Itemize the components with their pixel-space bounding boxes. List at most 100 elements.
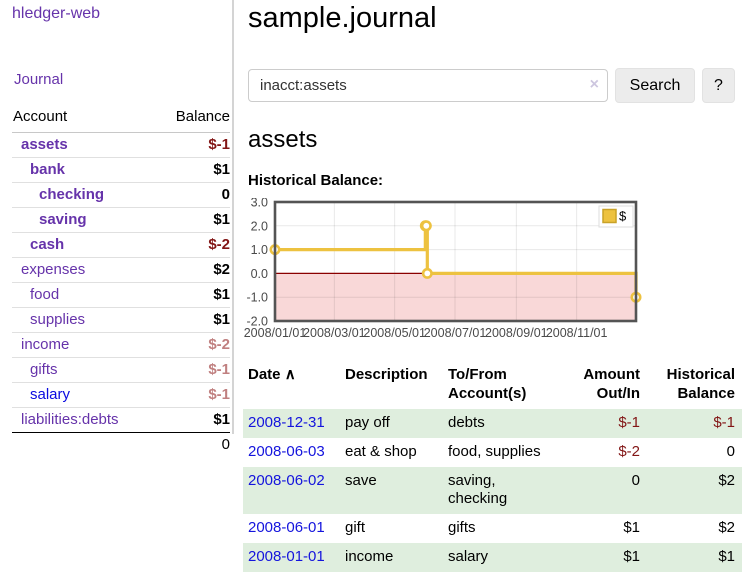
- txn-accounts: saving, checking: [448, 472, 508, 507]
- account-row-cash: cash $-2: [12, 232, 230, 258]
- page-title: sample.journal: [248, 2, 437, 34]
- balance-liabilities-debts: $1: [155, 407, 230, 433]
- accounts-total-value: 0: [221, 436, 230, 453]
- transaction-row: 2008-06-01 gift gifts $1 $2: [243, 514, 742, 543]
- accounts-total-row: 0: [12, 433, 230, 458]
- accounts-table: Account Balance assets $-1 bank $1 check…: [12, 102, 230, 457]
- txn-balance: $1: [718, 548, 735, 565]
- balance-gifts: $-1: [155, 357, 230, 383]
- account-link-gifts[interactable]: gifts: [30, 361, 58, 378]
- svg-text:1.0: 1.0: [251, 243, 268, 257]
- txn-description: eat & shop: [345, 443, 417, 460]
- accounts-header-balance: Balance: [155, 102, 230, 133]
- balance-salary: $-1: [155, 382, 230, 408]
- register-header-date[interactable]: Date ∧: [243, 361, 340, 409]
- date-header-label: Date: [248, 366, 281, 383]
- txn-description: income: [345, 548, 394, 565]
- sidebar-divider: [232, 0, 234, 434]
- help-button[interactable]: ?: [702, 68, 735, 103]
- txn-description: save: [345, 472, 377, 489]
- svg-text:2008/05/01: 2008/05/01: [363, 326, 426, 340]
- search-input[interactable]: [248, 69, 608, 102]
- txn-date-link[interactable]: 2008-12-31: [248, 414, 325, 431]
- search-button[interactable]: Search: [615, 68, 695, 103]
- account-link-food[interactable]: food: [30, 286, 60, 303]
- txn-date-link[interactable]: 2008-06-03: [248, 443, 325, 460]
- register-table: Date ∧ Description To/From Account(s) Am…: [243, 361, 742, 572]
- chart-heading: Historical Balance:: [248, 172, 384, 189]
- account-link-saving[interactable]: saving: [39, 211, 87, 228]
- svg-text:2008/07/01: 2008/07/01: [424, 326, 487, 340]
- txn-amount: 0: [631, 472, 640, 489]
- register-header-tofrom: To/From Account(s): [448, 366, 527, 402]
- account-row-expenses: expenses $2: [12, 257, 230, 283]
- clear-search-icon[interactable]: ×: [589, 76, 599, 93]
- txn-balance: $-1: [713, 414, 735, 431]
- balance-expenses: $2: [155, 257, 230, 283]
- txn-balance: 0: [726, 443, 735, 460]
- account-link-supplies[interactable]: supplies: [30, 311, 86, 328]
- balance-cash: $-2: [155, 232, 230, 258]
- svg-text:-2.0: -2.0: [246, 315, 268, 329]
- transaction-row: 2008-06-02 save saving, checking 0 $2: [243, 467, 742, 514]
- transaction-row: 2008-12-31 pay off debts $-1 $-1: [243, 409, 742, 438]
- balance-checking: 0: [155, 182, 230, 208]
- account-link-liabilities-debts[interactable]: liabilities:debts: [21, 411, 119, 428]
- account-link-income[interactable]: income: [21, 336, 70, 353]
- account-row-income: income $-2: [12, 332, 230, 358]
- txn-date-link[interactable]: 2008-06-01: [248, 519, 325, 536]
- txn-description: gift: [345, 519, 366, 536]
- account-row-saving: saving $1: [12, 207, 230, 233]
- sidebar-item-journal[interactable]: Journal: [14, 71, 64, 88]
- register-header-row: Date ∧ Description To/From Account(s) Am…: [243, 361, 742, 409]
- account-link-assets[interactable]: assets: [21, 136, 68, 153]
- account-link-checking[interactable]: checking: [39, 186, 105, 203]
- transaction-row: 2008-06-03 eat & shop food, supplies $-2…: [243, 438, 742, 467]
- txn-description: pay off: [345, 414, 390, 431]
- account-link-bank[interactable]: bank: [30, 161, 66, 178]
- svg-text:$: $: [619, 209, 627, 224]
- svg-text:2008/11/01: 2008/11/01: [546, 326, 608, 340]
- txn-balance: $2: [718, 519, 735, 536]
- txn-amount: $-2: [618, 443, 640, 460]
- svg-text:0.0: 0.0: [251, 267, 268, 281]
- historical-balance-chart: 3.0 2.0 1.0 0.0 -1.0 -2.02008/01/012008/03/01…: [244, 198, 642, 340]
- account-row-liabilities-debts: liabilities:debts $1: [12, 407, 230, 433]
- txn-amount: $-1: [618, 414, 640, 431]
- register-header-balance: Historical Balance: [666, 366, 735, 402]
- search-bar: × Search ?: [248, 68, 742, 103]
- balance-bank: $1: [155, 157, 230, 183]
- txn-amount: $1: [623, 548, 640, 565]
- brand-link[interactable]: hledger-web: [12, 5, 101, 22]
- account-row-assets: assets $-1: [12, 132, 230, 158]
- txn-accounts: gifts: [448, 519, 476, 536]
- account-link-salary[interactable]: salary: [30, 386, 71, 403]
- svg-text:2008/09/01: 2008/09/01: [485, 326, 548, 340]
- txn-accounts: food, supplies: [448, 443, 541, 460]
- account-row-checking: checking 0: [12, 182, 230, 208]
- txn-date-link[interactable]: 2008-06-02: [248, 472, 325, 489]
- account-row-food: food $1: [12, 282, 230, 308]
- txn-accounts: salary: [448, 548, 489, 565]
- account-link-expenses[interactable]: expenses: [21, 261, 86, 278]
- balance-income: $-2: [155, 332, 230, 358]
- register-header-amount: Amount Out/In: [583, 366, 640, 402]
- svg-text:2008/03/01: 2008/03/01: [303, 326, 366, 340]
- txn-balance: $2: [718, 472, 735, 489]
- transaction-row: 2008-01-01 income salary $1 $1: [243, 543, 742, 572]
- svg-text:2008/01/01: 2008/01/01: [244, 326, 307, 340]
- svg-text:-1.0: -1.0: [246, 291, 268, 305]
- txn-amount: $1: [623, 519, 640, 536]
- account-row-gifts: gifts $-1: [12, 357, 230, 383]
- register-header-description: Description: [345, 366, 428, 383]
- svg-text:3.0: 3.0: [251, 198, 268, 210]
- account-row-salary: salary $-1: [12, 382, 230, 408]
- balance-saving: $1: [155, 207, 230, 233]
- accounts-header-account: Account: [12, 102, 156, 133]
- txn-date-link[interactable]: 2008-01-01: [248, 548, 325, 565]
- svg-text:2.0: 2.0: [251, 219, 268, 233]
- account-link-cash[interactable]: cash: [30, 236, 65, 253]
- txn-accounts: debts: [448, 414, 485, 431]
- balance-food: $1: [155, 282, 230, 308]
- main-content: sample.journal × Search ? assets Histori…: [243, 0, 742, 582]
